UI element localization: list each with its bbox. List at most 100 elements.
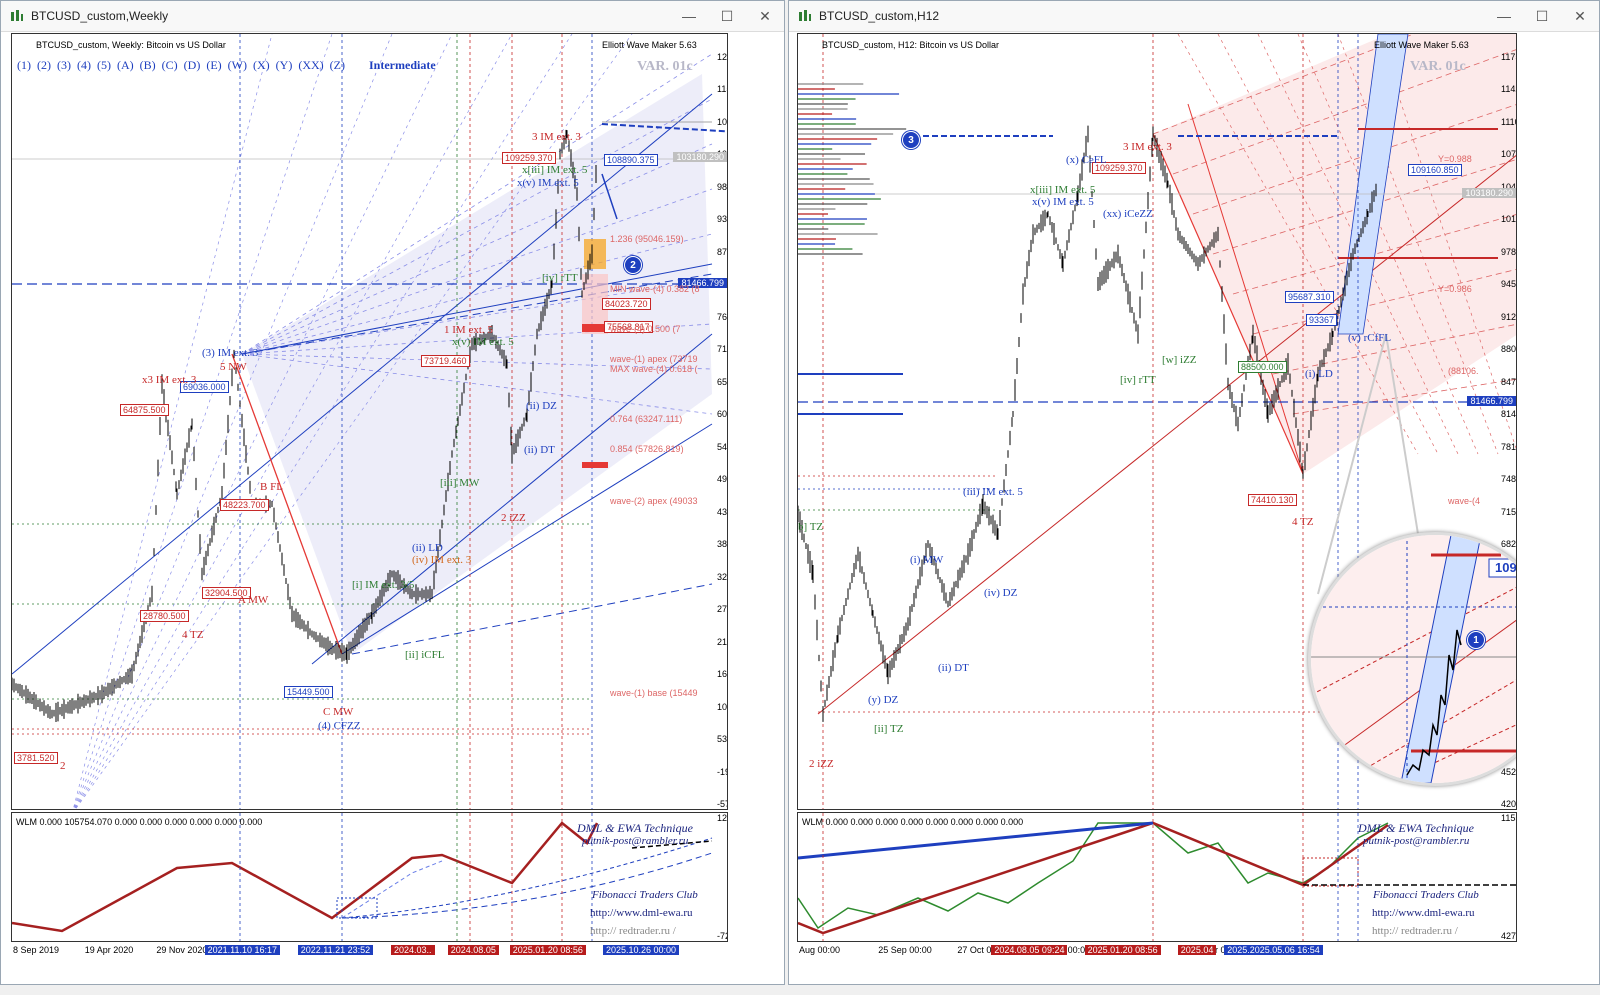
right-price-plot — [798, 34, 1516, 809]
wave-marker-3-badge[interactable]: 3 — [902, 131, 920, 149]
wave-annotation[interactable]: [ii] TZ — [874, 723, 904, 735]
price-label[interactable]: 64875.500 — [120, 404, 169, 416]
wave-annotation[interactable]: (3) IM ext. 3 — [202, 347, 259, 359]
wave-annotation[interactable]: (iv) IM ext. 3 — [412, 554, 472, 566]
left-window-title: BTCUSD_custom,Weekly — [31, 9, 169, 23]
wave-annotation[interactable]: (ii) LD — [412, 542, 443, 554]
price-label[interactable]: 109160.850 — [1408, 164, 1462, 176]
wave-annotation[interactable]: 4 TZ — [1292, 516, 1314, 528]
wave-annotation[interactable]: (ii) DT — [938, 662, 969, 674]
wave-button-13[interactable]: (XX) — [298, 58, 324, 72]
price-label[interactable]: 93367 — [1306, 314, 1338, 326]
wave-annotation[interactable]: (iii) IM ext. 5 — [963, 486, 1023, 498]
wave-marker-1-badge[interactable]: 1 — [1467, 631, 1485, 649]
minimize-button[interactable]: — — [1497, 8, 1511, 24]
left-titlebar[interactable]: BTCUSD_custom,Weekly — ☐ ✕ — [1, 1, 784, 32]
wave-button-5[interactable]: (A) — [117, 58, 134, 72]
wave-button-14[interactable]: (Z) — [329, 58, 345, 72]
wave-annotation[interactable]: [ii] iCFL — [405, 649, 445, 661]
wave-annotation[interactable]: (x) CeFL — [1066, 154, 1107, 166]
left-credits-4[interactable]: http://www.dml-ewa.ru — [590, 907, 693, 919]
wave-annotation[interactable]: (y) DZ — [868, 694, 899, 706]
right-credits-5[interactable]: http:// redtrader.ru / — [1372, 925, 1458, 937]
close-button[interactable]: ✕ — [759, 7, 771, 24]
price-label[interactable]: 108890.375 — [604, 154, 658, 166]
price-label[interactable]: 88500.000 — [1238, 361, 1287, 373]
wave-annotation[interactable]: [w] iZZ — [1162, 354, 1197, 366]
wave-annotation[interactable]: (v) rCfFL — [1348, 332, 1392, 344]
degree-label[interactable]: Intermediate — [369, 58, 436, 72]
maximize-button[interactable]: ☐ — [720, 7, 734, 24]
close-button[interactable]: ✕ — [1574, 7, 1586, 24]
price-label[interactable]: 3781.520 — [14, 752, 58, 764]
wave-annotation[interactable]: x(v) IM ext. 5 — [1032, 196, 1094, 208]
wave-button-8[interactable]: (D) — [183, 58, 201, 72]
horizontal-line-price-tag: 81466.799 — [678, 278, 727, 288]
fib-level-label: wave-(1) base (15449 — [610, 688, 698, 698]
wave-button-7[interactable]: (C) — [161, 58, 178, 72]
wave-button-3[interactable]: (4) — [77, 58, 91, 72]
wave-annotation[interactable]: 1 IM ext. 5 — [444, 324, 493, 336]
wave-annotation[interactable]: x[iii] IM ext. 5 — [522, 164, 588, 176]
price-label[interactable]: 48223.700 — [220, 499, 269, 511]
wave-annotation[interactable]: (ii) DT — [524, 444, 555, 456]
price-label[interactable]: 75568.817 — [604, 321, 653, 333]
right-titlebar[interactable]: BTCUSD_custom,H12 — ☐ ✕ — [789, 1, 1599, 32]
price-label[interactable]: 15449.500 — [284, 686, 333, 698]
wave-button-10[interactable]: (W) — [227, 58, 247, 72]
minimize-button[interactable]: — — [682, 8, 696, 24]
price-label[interactable]: 73719.460 — [421, 355, 470, 367]
wave-annotation[interactable]: 3 IM ext. 3 — [1123, 141, 1172, 153]
wave-annotation[interactable]: 2 iZZ — [501, 512, 526, 524]
wave-marker-2-badge[interactable]: 2 — [624, 256, 642, 274]
wave-annotation[interactable]: x3 IM ext. 3 — [142, 374, 197, 386]
wave-button-1[interactable]: (2) — [37, 58, 51, 72]
wave-annotation[interactable]: C MW — [323, 706, 354, 718]
wave-annotation[interactable]: [i] IM ext. 3/5 — [352, 579, 415, 591]
wave-annotation[interactable]: [iii] MW — [440, 477, 480, 489]
right-credits-4[interactable]: http://www.dml-ewa.ru — [1372, 907, 1475, 919]
wave-annotation[interactable]: (i) LD — [1305, 368, 1333, 380]
left-credits-5[interactable]: http:// redtrader.ru / — [590, 925, 676, 937]
wave-button-4[interactable]: (5) — [97, 58, 111, 72]
wave-button-2[interactable]: (3) — [57, 58, 71, 72]
price-label[interactable]: 95687.310 — [1285, 291, 1334, 303]
left-indicator-panel[interactable]: WLM 0.000 105754.070 0.000 0.000 0.000 0… — [11, 812, 728, 942]
wave-annotation[interactable]: b] TZ — [798, 521, 824, 533]
wave-annotation[interactable]: A MW — [238, 594, 269, 606]
left-main-chart[interactable]: BTCUSD_custom, Weekly: Bitcoin vs US Dol… — [11, 33, 728, 810]
wave-annotation[interactable]: (i) MW — [910, 554, 944, 566]
wave-annotation[interactable]: [iv] rTT — [1120, 374, 1156, 386]
price-label[interactable]: 109259.370 — [502, 152, 556, 164]
price-label[interactable]: 32904.500 — [202, 587, 251, 599]
wave-annotation[interactable]: (4) CFZZ — [318, 720, 361, 732]
wave-annotation[interactable]: (ii) DZ — [526, 400, 557, 412]
wave-annotation[interactable]: x(v) IM ext. 5 — [452, 336, 514, 348]
wave-annotation[interactable]: 2 — [60, 760, 66, 772]
wave-annotation[interactable]: [iv] rTT — [542, 272, 578, 284]
wave-button-11[interactable]: (X) — [253, 58, 270, 72]
left-chart-window[interactable]: BTCUSD_custom,Weekly — ☐ ✕ BTCUSD_custom… — [0, 0, 785, 985]
wave-annotation[interactable]: 4 TZ — [182, 629, 204, 641]
wave-annotation[interactable]: 5 NW — [220, 361, 247, 373]
wave-button-0[interactable]: (1) — [17, 58, 31, 72]
wave-annotation[interactable]: 2 iZZ — [809, 758, 834, 770]
price-label[interactable]: 69036.000 — [180, 381, 229, 393]
right-main-chart[interactable]: BTCUSD_custom, H12: Bitcoin vs US Dollar… — [797, 33, 1517, 810]
wave-annotation[interactable]: 3 IM ext. 3 — [532, 131, 581, 143]
wave-annotation[interactable]: x[iii] IM ext. 5 — [1030, 184, 1096, 196]
price-label[interactable]: 28780.500 — [140, 610, 189, 622]
wave-annotation[interactable]: x(v) IM ext. 5 — [517, 177, 579, 189]
maximize-button[interactable]: ☐ — [1535, 7, 1549, 24]
price-label[interactable]: 84023.720 — [602, 298, 651, 310]
price-label[interactable]: 109259.370 — [1092, 162, 1146, 174]
wave-annotation[interactable]: B FL — [260, 481, 283, 493]
wave-annotation[interactable]: (iv) DZ — [984, 587, 1018, 599]
right-chart-window[interactable]: BTCUSD_custom,H12 — ☐ ✕ BTCUSD_custom, H… — [788, 0, 1600, 985]
right-indicator-panel[interactable]: WLM 0.000 0.000 0.000 0.000 0.000 0.000 … — [797, 812, 1517, 942]
wave-button-6[interactable]: (B) — [139, 58, 156, 72]
wave-annotation[interactable]: (xx) iCeZZ — [1103, 208, 1153, 220]
wave-button-12[interactable]: (Y) — [275, 58, 293, 72]
wave-button-9[interactable]: (E) — [206, 58, 222, 72]
price-label[interactable]: 74410.130 — [1248, 494, 1297, 506]
